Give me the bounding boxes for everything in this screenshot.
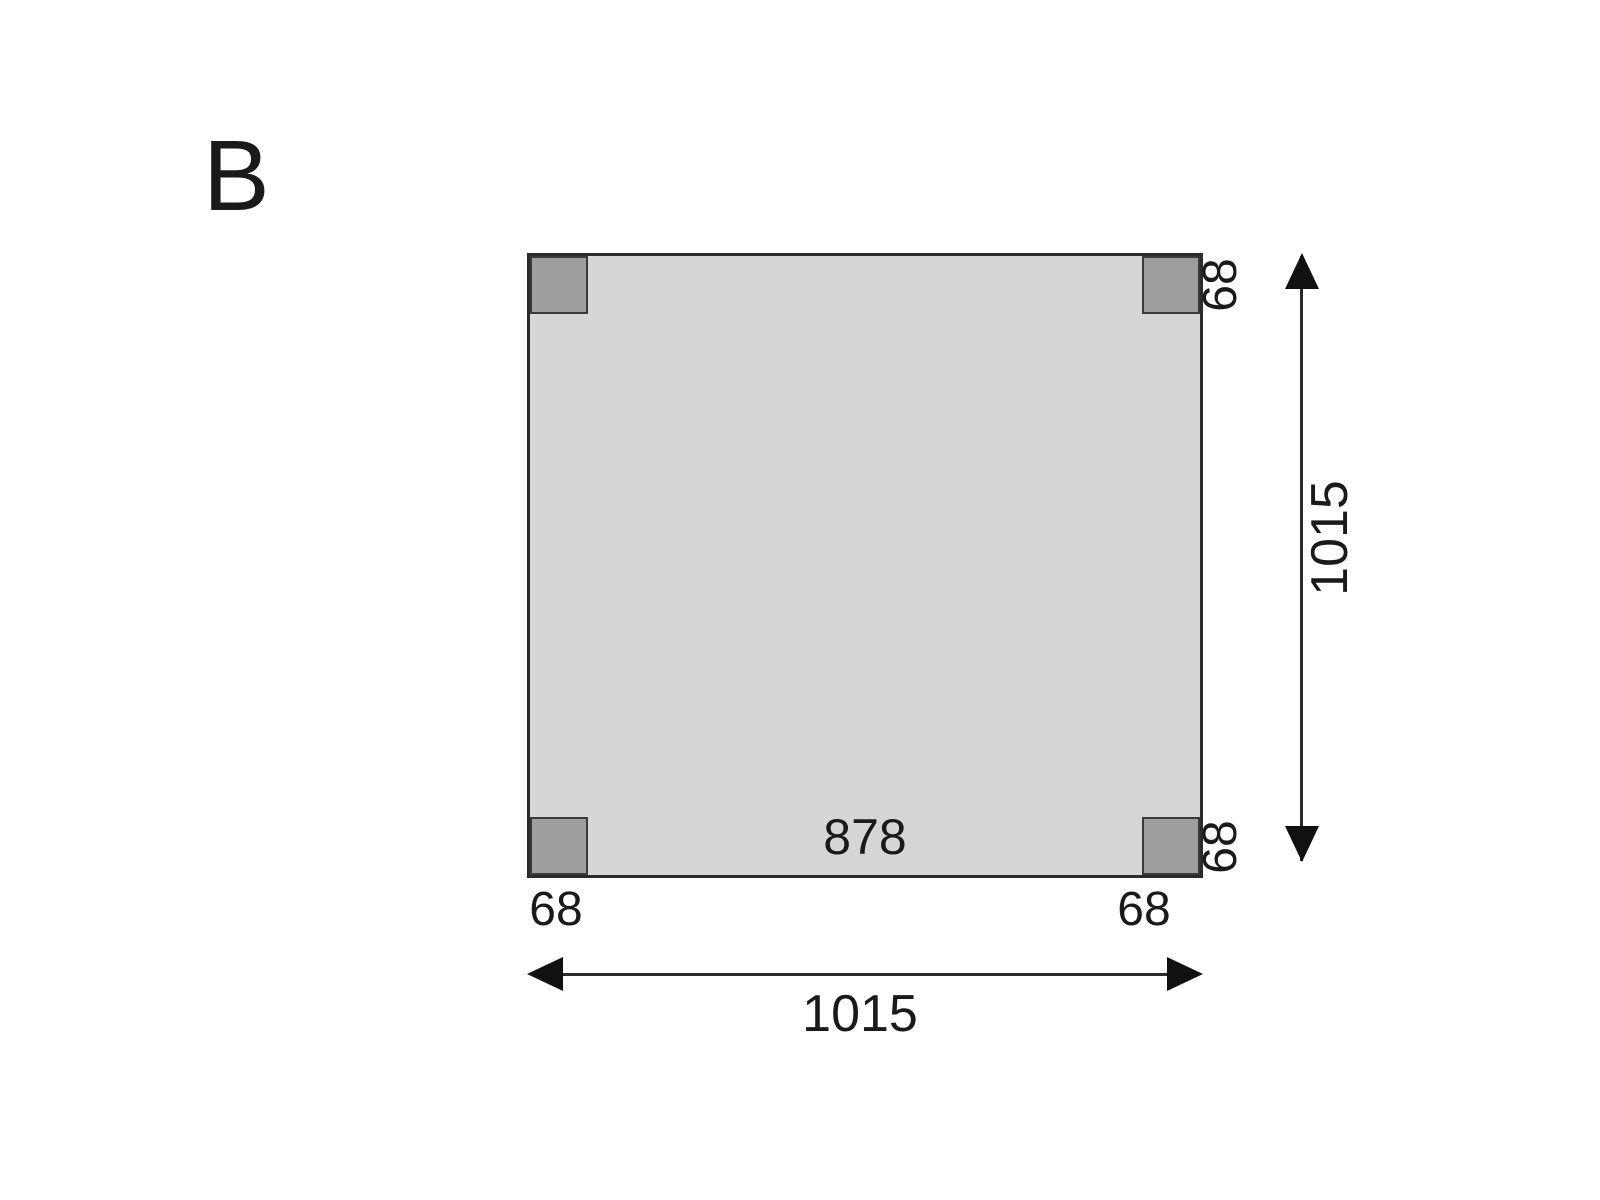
vertical-dimension-line: [1300, 256, 1303, 861]
arrow-right-icon: [1167, 957, 1203, 991]
figure-label: B: [203, 120, 270, 232]
overall-width-dimension-label: 1015: [802, 985, 918, 1043]
dimension-label-bottom-left-post: 68: [529, 883, 583, 936]
arrow-left-icon: [527, 957, 563, 991]
dimension-label-right-top-post: 68: [1194, 258, 1247, 312]
dimension-label-right-bottom-post: 68: [1194, 820, 1247, 874]
arrow-up-icon: [1285, 253, 1319, 289]
corner-post-bottom-left: [530, 817, 588, 875]
corner-post-top-left: [530, 256, 588, 314]
corner-post-top-right: [1142, 256, 1200, 314]
arrow-down-icon: [1285, 826, 1319, 862]
overall-height-dimension-label: 1015: [1301, 480, 1359, 596]
horizontal-dimension-line: [542, 973, 1176, 976]
plan-rectangle: 878: [527, 253, 1203, 878]
corner-post-bottom-right: [1142, 817, 1200, 875]
dimension-label-bottom-right-post: 68: [1117, 883, 1171, 936]
interior-width-dimension-label: 878: [823, 809, 907, 865]
